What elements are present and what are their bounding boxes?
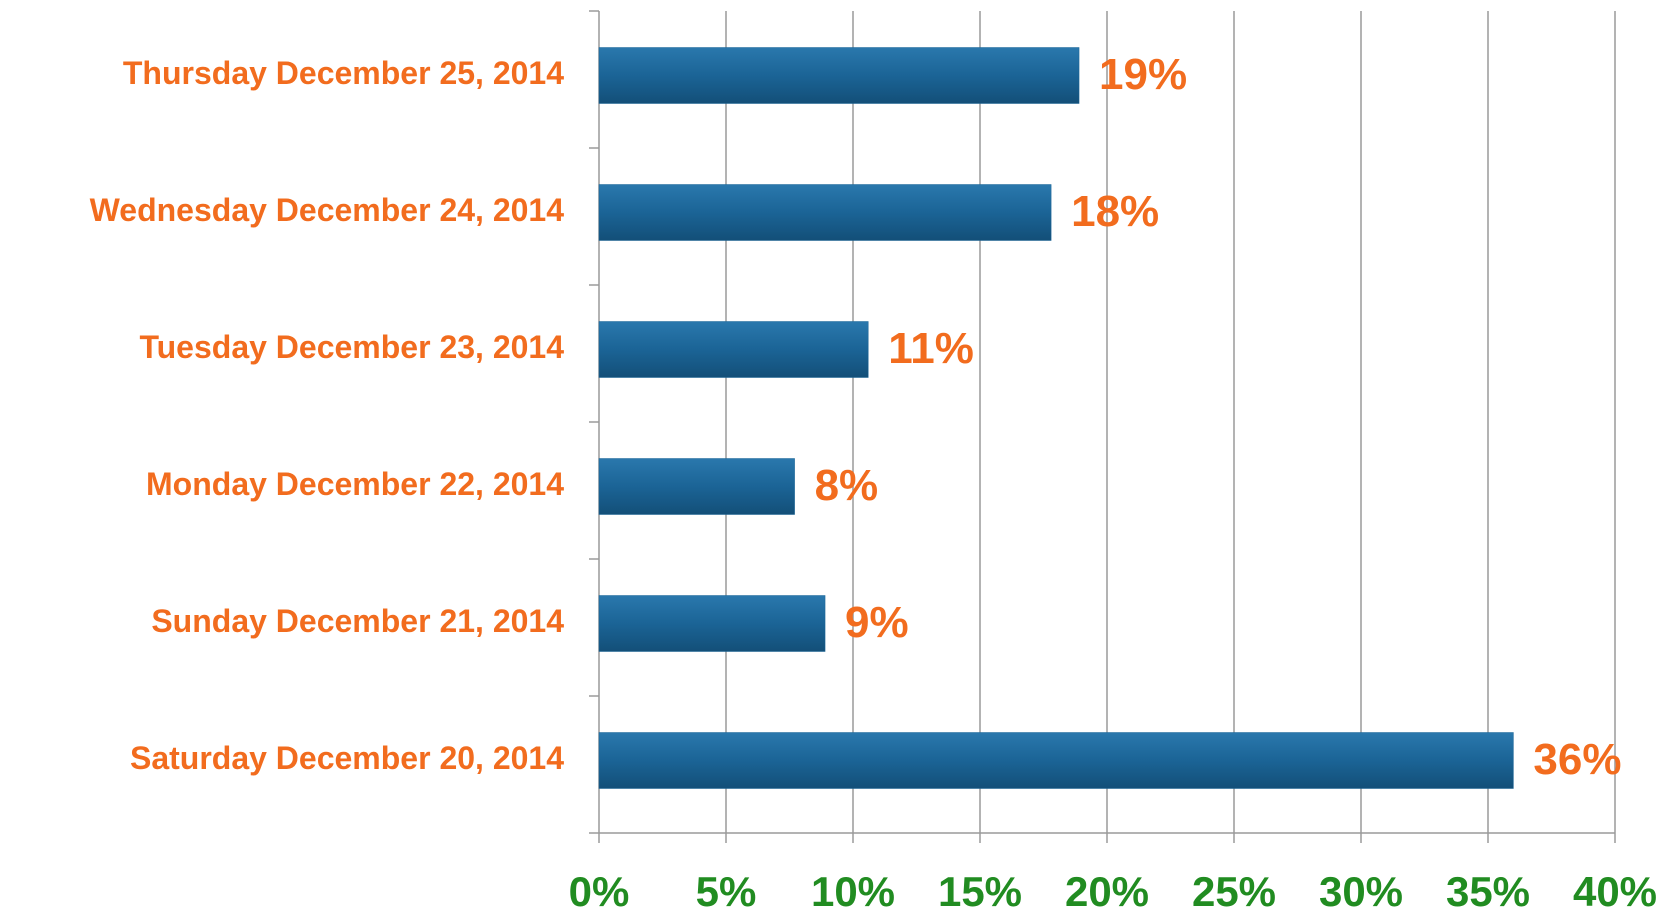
y-tick-label: Saturday December 20, 2014 — [130, 740, 564, 776]
x-tick-label: 15% — [938, 868, 1022, 915]
x-tick-label: 5% — [696, 868, 757, 915]
bar — [598, 458, 795, 515]
x-tick-label: 25% — [1192, 868, 1276, 915]
value-label: 8% — [815, 461, 879, 510]
bar — [598, 732, 1514, 789]
y-tick-label: Wednesday December 24, 2014 — [90, 192, 565, 228]
value-label: 36% — [1533, 735, 1621, 784]
x-tick-label: 10% — [811, 868, 895, 915]
y-tick-label: Sunday December 21, 2014 — [151, 603, 564, 639]
bar — [598, 321, 869, 378]
bar — [598, 47, 1080, 104]
x-tick-label: 20% — [1065, 868, 1149, 915]
value-label: 11% — [888, 324, 974, 373]
x-tick-label: 35% — [1446, 868, 1530, 915]
bar — [598, 595, 826, 652]
x-tick-label: 30% — [1319, 868, 1403, 915]
y-tick-label: Monday December 22, 2014 — [146, 466, 564, 502]
bar — [598, 184, 1052, 241]
y-tick-label: Tuesday December 23, 2014 — [139, 329, 564, 365]
x-tick-label: 40% — [1573, 868, 1657, 915]
value-label: 18% — [1071, 187, 1159, 236]
value-label: 19% — [1099, 50, 1187, 99]
x-tick-label: 0% — [569, 868, 630, 915]
value-label: 9% — [845, 598, 909, 647]
y-tick-label: Thursday December 25, 2014 — [123, 55, 564, 91]
